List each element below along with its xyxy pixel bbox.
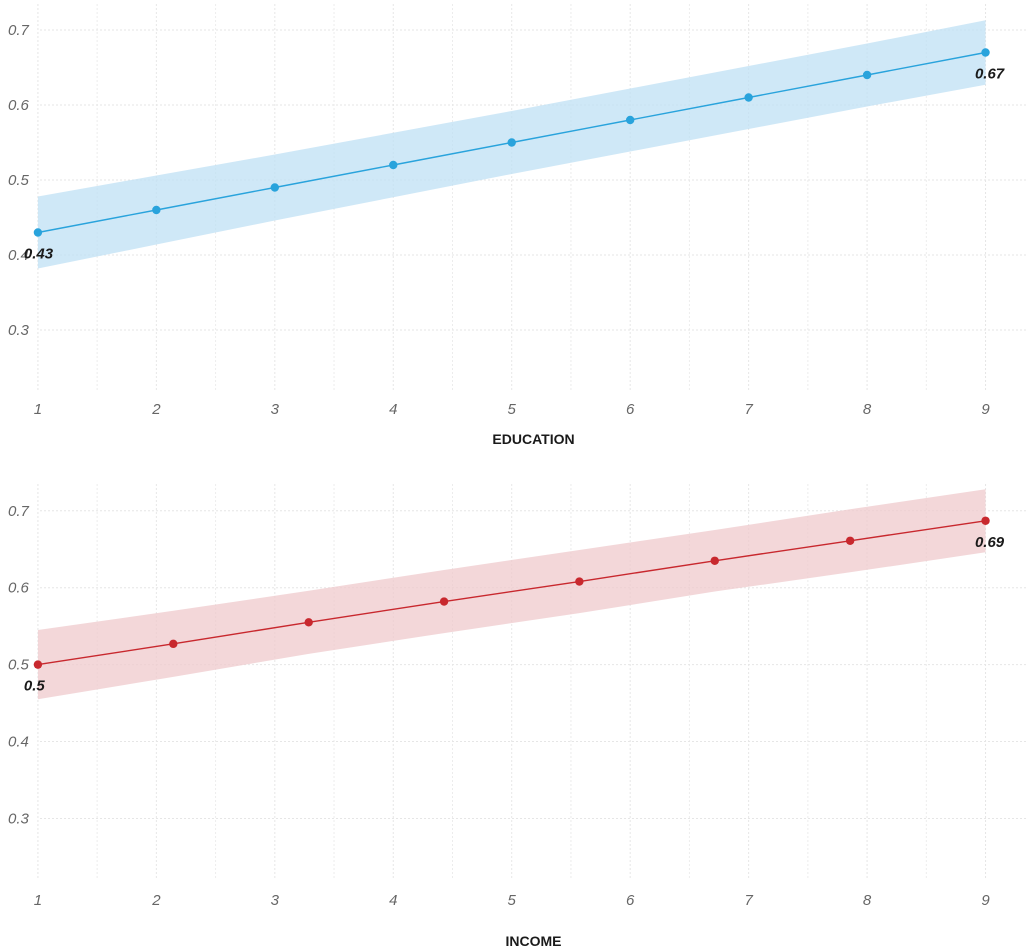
data-label: 0.69	[975, 534, 1005, 551]
data-labels: 0.43 0.67	[24, 66, 1005, 263]
x-tick-label: 6	[626, 892, 635, 909]
data-point	[981, 516, 990, 525]
x-tick-label: 5	[508, 892, 517, 909]
data-point	[389, 160, 398, 170]
y-tick-label: 0.7	[8, 503, 30, 520]
data-point	[304, 618, 313, 627]
x-tick-label: 5	[508, 401, 517, 418]
x-tick-label: 2	[151, 892, 161, 909]
x-tick-label: 1	[34, 401, 42, 418]
data-label: 0.67	[975, 66, 1005, 83]
x-axis-title: EDUCATION	[492, 431, 574, 447]
x-tick-label: 4	[389, 401, 397, 418]
data-point	[33, 228, 43, 237]
x-axis-title: INCOME	[506, 933, 562, 949]
vertical-gridlines	[37, 484, 987, 880]
income-chart: 0.3 0.4 0.5 0.6 0.7 1 2 3 4 5 6 7 8 9 INCOME 0.5 0.69	[8, 484, 1027, 949]
y-tick-label: 0.5	[8, 657, 30, 674]
x-tick-label: 4	[389, 892, 397, 909]
series-line	[37, 520, 986, 666]
x-tick-label: 3	[271, 401, 280, 418]
x-tick-label: 6	[626, 401, 635, 418]
y-tick-labels: 0.3 0.4 0.5 0.6 0.7	[8, 503, 30, 828]
x-tick-label: 9	[981, 892, 990, 909]
data-label: 0.5	[24, 678, 46, 695]
data-point	[270, 183, 280, 192]
data-point	[710, 556, 719, 565]
data-point	[439, 597, 449, 606]
y-tick-label: 0.7	[8, 22, 30, 39]
y-tick-label: 0.6	[8, 97, 30, 114]
x-tick-label: 7	[744, 892, 753, 909]
confidence-band	[37, 489, 986, 700]
x-tick-label: 9	[981, 401, 990, 418]
x-tick-label: 2	[151, 401, 161, 418]
data-points	[33, 48, 990, 237]
data-point	[507, 138, 516, 147]
education-chart: 0.3 0.4 0.5 0.6 0.7 1 2 3 4 5 6 7 8 9 EDUCATION 0.43 0.6…	[8, 4, 1027, 447]
y-tick-labels: 0.3 0.4 0.5 0.6 0.7	[8, 22, 30, 339]
x-tick-label: 7	[744, 401, 753, 418]
y-tick-label: 0.3	[8, 322, 30, 339]
data-point	[981, 48, 990, 57]
x-tick-label: 8	[863, 892, 872, 909]
data-point	[862, 70, 872, 80]
x-tick-label: 3	[271, 892, 280, 909]
data-labels: 0.5 0.69	[24, 534, 1005, 695]
data-point	[744, 93, 753, 102]
y-tick-label: 0.3	[8, 810, 30, 827]
data-label: 0.43	[24, 246, 54, 263]
x-tick-label: 1	[34, 892, 42, 909]
x-tick-labels: 1 2 3 4 5 6 7 8 9	[34, 892, 991, 909]
y-tick-label: 0.4	[8, 247, 29, 264]
y-tick-label: 0.6	[8, 580, 30, 597]
y-tick-label: 0.4	[8, 734, 29, 751]
data-point	[625, 115, 635, 125]
x-tick-label: 8	[863, 401, 872, 418]
x-tick-labels: 1 2 3 4 5 6 7 8 9	[34, 401, 991, 418]
data-point	[152, 205, 161, 215]
data-point	[33, 660, 43, 669]
data-point	[575, 577, 584, 586]
data-point	[845, 536, 855, 545]
data-point	[169, 639, 178, 649]
data-points	[33, 516, 990, 669]
y-tick-label: 0.5	[8, 172, 30, 189]
